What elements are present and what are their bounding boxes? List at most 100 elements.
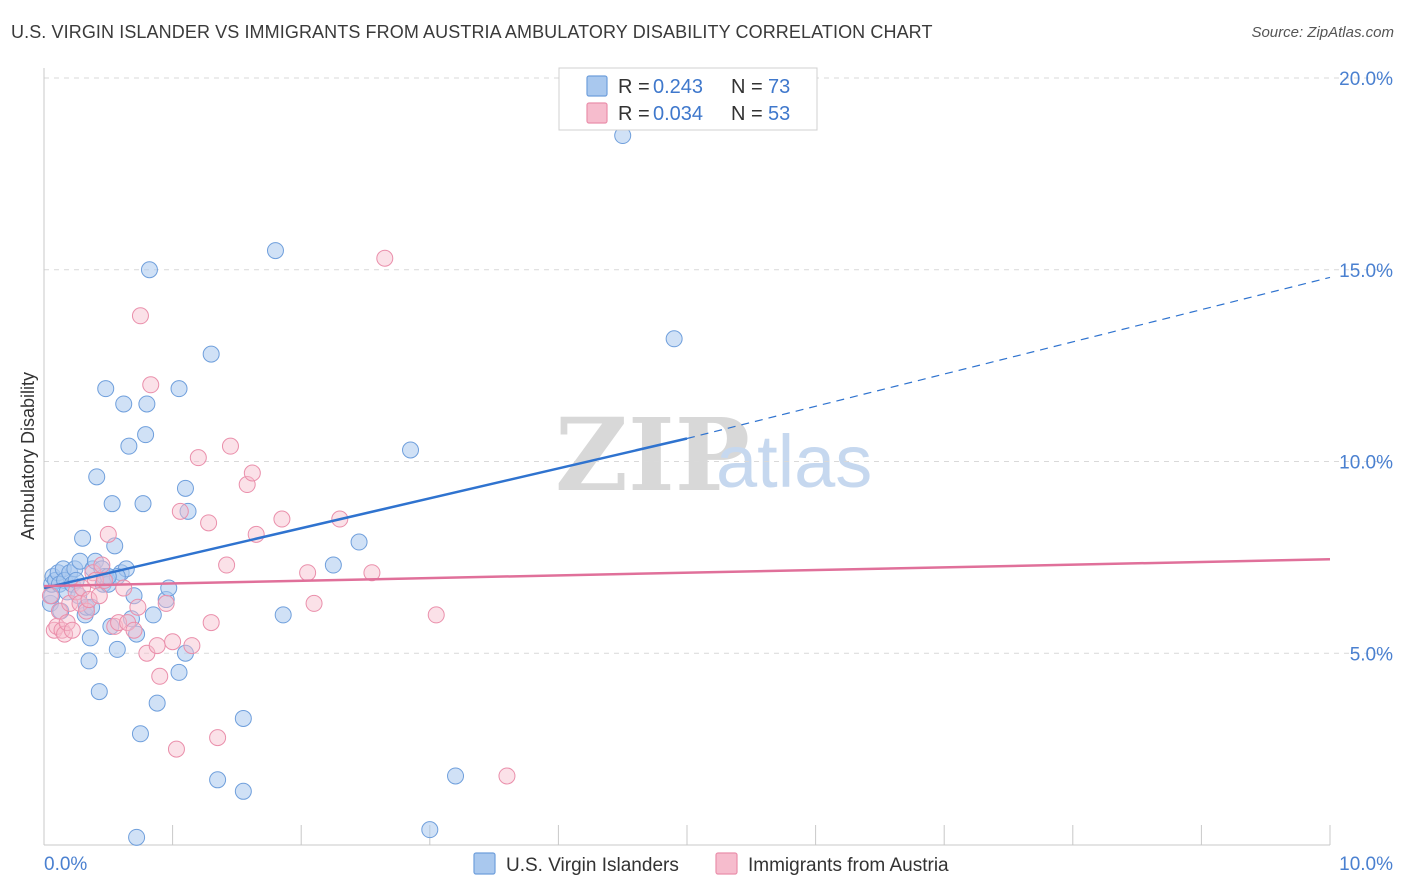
point-austria — [243, 464, 261, 482]
point-virgin-islanders — [74, 529, 92, 547]
point-virgin-islanders — [274, 606, 292, 624]
point-virgin-islanders — [350, 533, 368, 551]
y-tick-label: 20.0% — [1339, 69, 1393, 90]
point-austria — [80, 591, 98, 609]
point-virgin-islanders — [103, 495, 121, 513]
point-austria — [202, 614, 220, 632]
x-tick-marks — [43, 825, 1331, 845]
point-austria — [151, 667, 169, 685]
point-austria — [90, 587, 108, 605]
grid-layer — [44, 77, 1393, 654]
point-virgin-islanders — [102, 617, 120, 635]
legend-n-label-a: N = — [731, 76, 763, 98]
point-austria — [129, 598, 147, 616]
point-austria — [273, 510, 291, 528]
point-virgin-islanders — [134, 495, 152, 513]
point-austria — [164, 633, 182, 651]
legend-r-label-b: R = — [618, 103, 650, 125]
point-virgin-islanders — [80, 652, 98, 670]
legend-n-label-b: N = — [731, 103, 763, 125]
y-tick-labels: 5.0% 10.0% 15.0% 20.0% — [1339, 69, 1393, 665]
point-virgin-islanders — [115, 395, 133, 413]
point-virgin-islanders — [266, 242, 284, 260]
point-virgin-islanders — [421, 821, 439, 839]
point-austria — [115, 579, 133, 597]
legend-r-value-a: 0.243 — [653, 76, 703, 98]
y-tick-label: 10.0% — [1339, 453, 1393, 474]
y-tick-label: 15.0% — [1339, 261, 1393, 282]
series-austria-points — [41, 249, 516, 785]
bottom-legend: U.S. Virgin Islanders Immigrants from Au… — [473, 852, 949, 876]
y-axis-label: Ambulatory Disability — [18, 372, 38, 540]
point-virgin-islanders — [138, 395, 156, 413]
trend-layer — [43, 276, 1331, 590]
point-austria — [131, 307, 149, 325]
point-virgin-islanders — [665, 330, 683, 348]
point-virgin-islanders — [137, 426, 155, 444]
point-austria — [99, 525, 117, 543]
point-austria — [189, 449, 207, 467]
point-virgin-islanders — [140, 261, 158, 279]
point-virgin-islanders — [120, 437, 138, 455]
point-virgin-islanders — [234, 782, 252, 800]
point-austria — [167, 740, 185, 758]
point-austria — [299, 564, 317, 582]
point-austria — [125, 621, 143, 639]
point-virgin-islanders — [170, 663, 188, 681]
point-austria — [498, 767, 516, 785]
point-austria — [221, 437, 239, 455]
legend-n-value-a: 73 — [768, 76, 790, 98]
point-austria — [148, 637, 166, 655]
trendline-austria — [43, 558, 1331, 588]
point-virgin-islanders — [144, 606, 162, 624]
point-austria — [93, 556, 111, 574]
point-austria — [200, 514, 218, 532]
point-virgin-islanders — [324, 556, 342, 574]
point-virgin-islanders — [234, 709, 252, 727]
legend-r-value-b: 0.034 — [653, 103, 703, 125]
chart-title: U.S. VIRGIN ISLANDER VS IMMIGRANTS FROM … — [11, 22, 933, 42]
point-virgin-islanders — [176, 479, 194, 497]
chart-source: Source: ZipAtlas.com — [1251, 24, 1394, 41]
point-austria — [363, 564, 381, 582]
point-virgin-islanders — [402, 441, 420, 459]
point-virgin-islanders — [88, 468, 106, 486]
x-tick-label-max: 10.0% — [1339, 854, 1393, 875]
point-austria — [63, 621, 81, 639]
bottom-legend-swatch-austria — [715, 852, 738, 875]
legend-r-label-a: R = — [618, 76, 650, 98]
point-virgin-islanders — [97, 380, 115, 398]
point-virgin-islanders — [202, 345, 220, 363]
point-austria — [157, 594, 175, 612]
point-virgin-islanders — [128, 828, 146, 846]
point-austria — [142, 376, 160, 394]
point-virgin-islanders — [170, 380, 188, 398]
watermark-zip: ZIP — [555, 396, 750, 514]
point-austria — [427, 606, 445, 624]
legend-swatch-virgin-islanders — [586, 75, 608, 97]
legend-n-value-b: 53 — [768, 103, 790, 125]
point-virgin-islanders — [148, 694, 166, 712]
point-austria — [110, 614, 128, 632]
point-virgin-islanders — [447, 767, 465, 785]
point-austria — [218, 556, 236, 574]
point-virgin-islanders — [209, 771, 227, 789]
point-austria — [41, 587, 59, 605]
point-austria — [183, 637, 201, 655]
point-virgin-islanders — [90, 683, 108, 701]
y-tick-label: 5.0% — [1350, 644, 1393, 665]
bottom-legend-label-austria: Immigrants from Austria — [748, 855, 949, 876]
point-austria — [376, 249, 394, 267]
x-tick-label-min: 0.0% — [44, 854, 87, 875]
point-virgin-islanders — [131, 725, 149, 743]
bottom-legend-swatch-virgin-islanders — [473, 852, 496, 875]
legend-box: R = 0.243 N = 73 R = 0.034 N = 53 — [558, 67, 818, 131]
trendline-virgin-islanders — [43, 437, 688, 590]
bottom-legend-label-virgin-islanders: U.S. Virgin Islanders — [506, 855, 679, 876]
point-austria — [305, 594, 323, 612]
legend-swatch-austria — [586, 102, 608, 124]
point-austria — [209, 729, 227, 747]
point-austria — [171, 502, 189, 520]
point-virgin-islanders — [108, 640, 126, 658]
